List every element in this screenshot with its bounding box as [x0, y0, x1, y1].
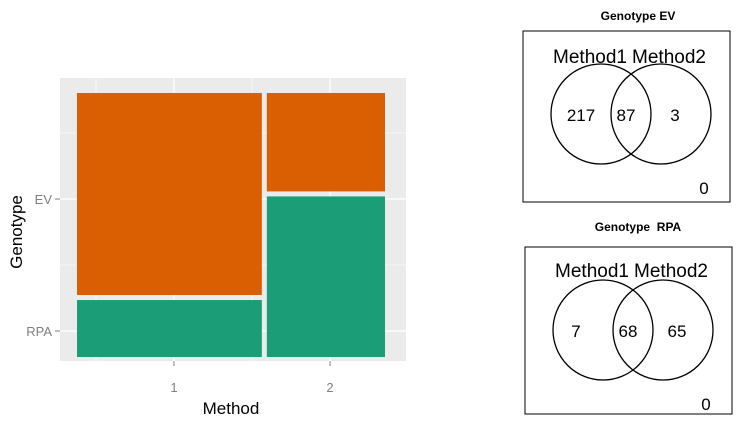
tile-method2-rpa — [266, 196, 385, 357]
venn-rpa-title: Genotype RPA — [595, 220, 682, 234]
x-axis-title: Method — [203, 399, 260, 418]
venn-rpa-outside: 0 — [701, 395, 710, 414]
venn-rpa-circle-method2 — [612, 279, 714, 381]
venn-ev-frame — [522, 30, 731, 203]
venn-ev-circle-method1 — [550, 63, 652, 165]
x-tick-label-1: 1 — [170, 380, 177, 395]
x-tick-label-2: 2 — [326, 380, 333, 395]
venn-rpa-only-method2: 65 — [668, 322, 687, 341]
venn-rpa: Genotype RPA Method1 Method2 7 68 65 0 — [524, 220, 733, 415]
tile-method2-ev — [266, 93, 385, 192]
venn-ev-set-label-method1: Method1 — [553, 47, 627, 68]
tile-method1-rpa — [77, 300, 262, 357]
venn-ev-circle-method2 — [610, 63, 712, 165]
y-axis-ticks: EV RPA — [26, 192, 60, 339]
y-axis-title: Genotype — [7, 195, 26, 269]
venn-ev: Genotype EV Method1 Method2 217 87 3 0 — [522, 9, 731, 203]
venn-rpa-set-label-method2: Method2 — [634, 261, 708, 282]
tile-method1-ev — [77, 93, 262, 296]
venn-ev-outside: 0 — [699, 179, 708, 198]
venn-ev-set-label-method2: Method2 — [632, 47, 706, 68]
venn-rpa-intersection: 68 — [619, 322, 638, 341]
venn-ev-title: Genotype EV — [601, 9, 676, 23]
venn-rpa-set-label-method1: Method1 — [555, 261, 629, 282]
venn-ev-only-method1: 217 — [567, 106, 595, 125]
venn-ev-intersection: 87 — [617, 106, 636, 125]
venn-ev-only-method2: 3 — [670, 106, 679, 125]
y-tick-label-rpa: RPA — [26, 324, 52, 339]
y-tick-label-ev: EV — [35, 192, 53, 207]
mosaic-tiles — [77, 93, 385, 357]
venn-rpa-frame — [524, 246, 733, 415]
venn-rpa-circle-method1 — [552, 279, 654, 381]
venn-rpa-only-method1: 7 — [571, 322, 580, 341]
